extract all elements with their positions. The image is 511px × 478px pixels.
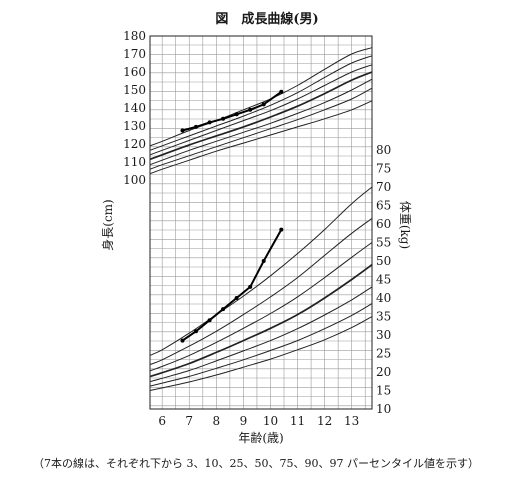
observed-weight-point (261, 259, 266, 263)
weight-tick-label: 60 (376, 217, 391, 231)
height-percentile-50-line (149, 71, 373, 161)
weight-tick-label: 10 (376, 402, 391, 416)
weight-tick-label: 45 (376, 273, 391, 287)
weight-tick-label: 80 (376, 143, 391, 157)
height-tick-label: 130 (123, 119, 146, 133)
observed-height-point (248, 107, 253, 112)
height-tick-label: 120 (123, 137, 146, 151)
x-tick-label: 9 (240, 414, 248, 428)
x-axis-ticks: 6 7 8 9 10 11 12 13 (158, 414, 359, 428)
weight-percentile-50-line (149, 264, 373, 378)
x-tick-label: 13 (344, 414, 359, 428)
height-axis-ticks: 100 110 120 130 140 150 160 170 180 (123, 29, 146, 187)
x-tick-label: 8 (213, 414, 221, 428)
weight-percentile-10-line (149, 303, 373, 387)
height-tick-label: 110 (123, 155, 146, 169)
weight-tick-label: 75 (376, 162, 391, 176)
observed-weight-point (207, 318, 212, 323)
observed-height-point (279, 89, 284, 94)
x-tick-label: 7 (185, 414, 193, 428)
height-tick-label: 160 (123, 65, 146, 79)
percentile-curves (149, 47, 373, 391)
weight-tick-label: 40 (376, 291, 391, 305)
x-tick-label: 12 (317, 414, 332, 428)
weight-tick-label: 15 (376, 384, 391, 398)
observed-weight-line (181, 229, 283, 342)
weight-axis-label: 体重(kg) (398, 201, 412, 249)
percentile-note: （7本の線は、それぞれ下から 3、10、25、50、75、90、97 パーセンタ… (33, 456, 479, 470)
plot-frame (149, 35, 373, 410)
weight-tick-label: 70 (376, 180, 391, 194)
height-tick-label: 150 (123, 83, 146, 97)
weight-percentile-75-line (149, 242, 373, 372)
weight-percentile-90-line (149, 217, 373, 366)
observed-height-point (234, 112, 239, 117)
observed-data (180, 89, 284, 343)
height-tick-label: 140 (123, 101, 146, 115)
observed-weight-point (194, 329, 198, 334)
weight-tick-label: 50 (376, 254, 391, 268)
x-tick-label: 10 (263, 414, 278, 428)
observed-height-line (182, 90, 282, 132)
chart-title: 図 成長曲線(男) (215, 11, 318, 27)
weight-percentile-25-line (149, 286, 373, 383)
observed-height-point (221, 116, 226, 121)
weight-percentile-3-line (149, 316, 373, 391)
height-tick-label: 170 (123, 47, 146, 61)
weight-tick-label: 55 (376, 236, 391, 250)
weight-tick-label: 35 (376, 310, 391, 324)
height-percentile-75-line (149, 64, 373, 156)
height-percentile-25-line (149, 78, 373, 166)
observed-height-point (207, 120, 212, 125)
x-axis-label: 年齢(歳) (238, 430, 283, 445)
height-tick-label: 180 (123, 29, 146, 43)
height-axis-label: 身長(cm) (100, 199, 115, 250)
height-percentile-97-line (149, 47, 373, 147)
observed-weight-point (248, 284, 253, 289)
observed-height-point (261, 102, 266, 107)
x-tick-label: 6 (158, 414, 166, 428)
weight-tick-label: 30 (376, 328, 391, 342)
height-percentile-10-line (149, 87, 373, 170)
observed-weight-point (279, 227, 284, 232)
grid (150, 36, 372, 409)
observed-weight-point (180, 338, 185, 343)
height-tick-label: 100 (123, 173, 146, 187)
height-percentile-90-line (149, 55, 373, 151)
observed-weight-point (221, 307, 226, 312)
weight-tick-label: 25 (376, 347, 391, 361)
weight-tick-label: 20 (376, 365, 391, 379)
weight-tick-label: 65 (376, 199, 391, 213)
height-percentile-3-line (149, 100, 373, 175)
observed-height-point (180, 128, 185, 133)
x-tick-label: 11 (290, 414, 305, 428)
weight-percentile-97-line (149, 186, 373, 356)
observed-height-point (194, 124, 198, 129)
weight-axis-ticks: 10 15 20 25 30 35 40 45 50 55 60 65 70 75 80 (376, 143, 391, 416)
observed-weight-point (234, 296, 239, 300)
